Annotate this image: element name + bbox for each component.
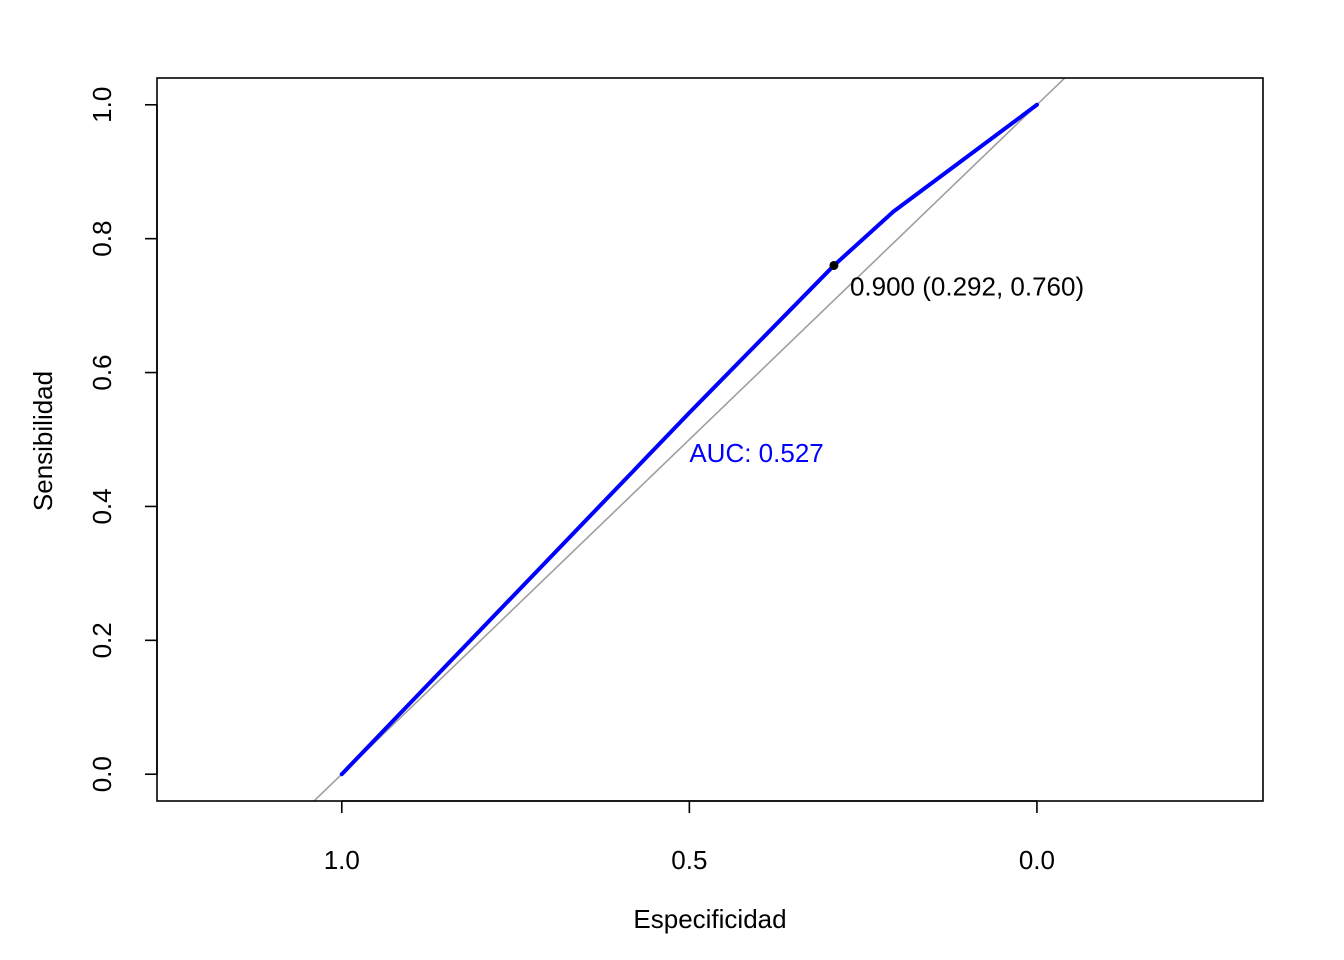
y-tick-label: 0.2 [87,622,117,658]
y-tick-label: 1.0 [87,87,117,123]
y-tick-label: 0.8 [87,221,117,257]
y-tick-label: 0.4 [87,488,117,524]
y-axis-label: Sensibilidad [28,371,58,511]
x-tick-label: 0.0 [1019,845,1055,875]
axes: 1.0 0.5 0.0 0.0 0.2 0.4 0.6 0.8 1.0 [87,77,1264,875]
y-tick-label: 0.6 [87,354,117,390]
x-tick-label: 0.5 [671,845,707,875]
plot-area: 0.900 (0.292, 0.760) AUC: 0.527 [312,78,1084,801]
x-tick-label: 1.0 [324,845,360,875]
auc-label: AUC: 0.527 [689,438,823,468]
best-threshold-label: 0.900 (0.292, 0.760) [850,271,1084,301]
x-axis-label: Especificidad [633,904,786,934]
best-threshold-point [829,260,839,270]
y-tick-label: 0.0 [87,756,117,792]
